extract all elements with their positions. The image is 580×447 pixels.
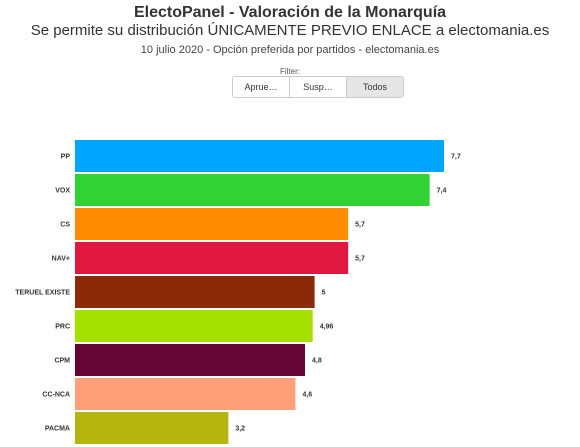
filter-aprueba-button[interactable]: Aprue… bbox=[233, 77, 290, 97]
chart-subtitle: Se permite su distribución ÚNICAMENTE PR… bbox=[30, 22, 550, 39]
category-label: NAV+ bbox=[52, 256, 70, 263]
value-label: 5 bbox=[322, 290, 326, 297]
category-label: CPM bbox=[54, 358, 70, 365]
filter-label: Filter: bbox=[280, 67, 300, 76]
value-label: 5,7 bbox=[355, 256, 365, 263]
value-label: 4,6 bbox=[302, 392, 312, 399]
bar-cs[interactable] bbox=[75, 208, 349, 240]
filter-button-group: Aprue… Susp… Todos bbox=[232, 76, 404, 98]
bar-prc[interactable] bbox=[75, 310, 313, 342]
bar-vox[interactable] bbox=[75, 174, 430, 206]
bar-nav-[interactable] bbox=[75, 242, 349, 274]
chart-title: ElectoPanel - Valoración de la Monarquía bbox=[133, 4, 447, 21]
value-label: 4,8 bbox=[312, 358, 322, 365]
value-label: 7,4 bbox=[437, 188, 447, 195]
value-label: 4,96 bbox=[320, 324, 334, 331]
filter-todos-button[interactable]: Todos bbox=[347, 77, 403, 97]
value-label: 3,2 bbox=[235, 426, 245, 433]
category-label: PACMA bbox=[45, 426, 70, 433]
value-label: 5,7 bbox=[355, 222, 365, 229]
category-label: PP bbox=[61, 154, 71, 161]
category-label: PRC bbox=[55, 324, 70, 331]
bar-teruel-existe[interactable] bbox=[75, 276, 315, 308]
chart-note: 10 julio 2020 - Opción preferida por par… bbox=[140, 44, 440, 56]
bar-cc-nca[interactable] bbox=[75, 378, 296, 410]
bar-pacma[interactable] bbox=[75, 412, 229, 444]
category-label: CS bbox=[60, 222, 70, 229]
category-label: VOX bbox=[55, 188, 70, 195]
bar-pp[interactable] bbox=[75, 140, 444, 172]
value-label: 7,7 bbox=[451, 154, 461, 161]
filter-suspende-button[interactable]: Susp… bbox=[290, 77, 347, 97]
bar-cpm[interactable] bbox=[75, 344, 306, 376]
category-label: TERUEL EXISTE bbox=[15, 290, 70, 297]
category-label: CC-NCA bbox=[42, 392, 70, 399]
